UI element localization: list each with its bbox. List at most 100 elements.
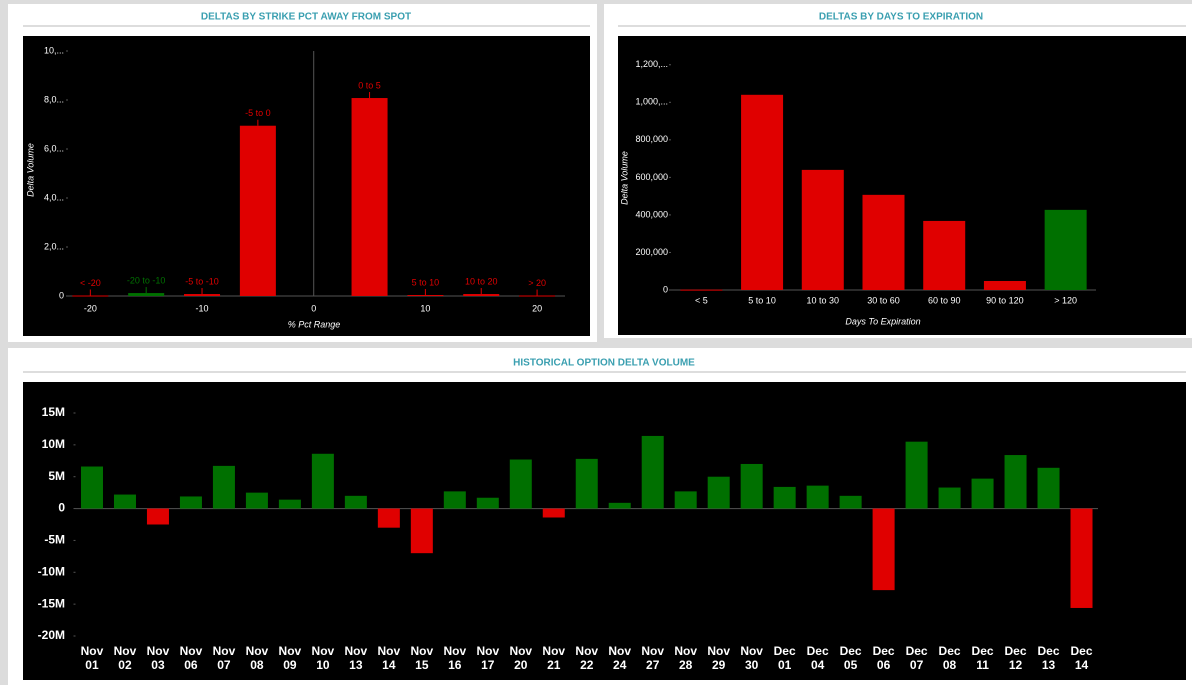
x-tick-label: 90 to 120 [986, 295, 1024, 305]
x-tick-label: Nov 03 [146, 644, 170, 672]
bar-annotation: 10 to 20 [465, 276, 498, 286]
bar [212, 465, 235, 509]
plot-background [23, 36, 590, 336]
bar [1004, 455, 1027, 509]
x-tick-label: -10 [196, 303, 209, 313]
x-tick-label: Nov 08 [245, 644, 269, 672]
bar [184, 294, 221, 296]
x-tick-label: Dec 04 [806, 644, 829, 672]
bar [239, 125, 276, 296]
bar [519, 295, 556, 297]
panel-title: DELTAS BY STRIKE PCT AWAY FROM SPOT [201, 12, 411, 23]
bar-annotation: -5 to 0 [245, 108, 271, 118]
bar [476, 497, 499, 509]
x-tick-label: Dec 11 [971, 644, 994, 672]
bar-annotation: -20 to -10 [127, 275, 166, 285]
bar [872, 508, 895, 591]
y-tick-label: 10,... [44, 45, 64, 55]
bar [113, 494, 136, 509]
x-tick-label: Nov 30 [740, 644, 763, 672]
bar [806, 485, 829, 509]
x-tick-label: Nov 16 [443, 644, 467, 672]
bar [377, 508, 400, 528]
y-tick-label: 1,000,... [635, 97, 668, 107]
bar [641, 435, 664, 509]
x-tick-label: Nov 07 [212, 644, 236, 672]
y-tick-label: 800,000 [635, 134, 668, 144]
x-tick-label: Dec 07 [905, 644, 928, 672]
x-tick-label: 30 to 60 [867, 295, 900, 305]
bar [1070, 508, 1093, 608]
x-tick-label: Nov 02 [113, 644, 137, 672]
x-tick-label: > 120 [1054, 295, 1077, 305]
x-tick-label: Dec 01 [773, 644, 796, 672]
x-tick-label: Dec 05 [839, 644, 862, 672]
bar-annotation: 5 to 10 [412, 277, 440, 287]
bar [905, 441, 928, 509]
bar [407, 295, 444, 297]
bar-annotation: -5 to -10 [185, 276, 219, 286]
y-axis-label: Delta Volume [619, 151, 629, 205]
bar [542, 508, 565, 518]
y-tick-label: 10M [42, 437, 65, 451]
x-tick-label: 60 to 90 [928, 295, 961, 305]
bar [245, 492, 268, 509]
y-tick-label: 1,200,... [635, 59, 668, 69]
y-tick-label: 5M [48, 469, 65, 483]
y-tick-label: 15M [42, 405, 65, 419]
y-tick-label: 0 [58, 501, 65, 515]
bar [509, 459, 532, 509]
y-tick-label: 600,000 [635, 172, 668, 182]
y-tick-label: -15M [38, 596, 65, 610]
bar [179, 496, 202, 509]
plot-background [23, 382, 1186, 680]
x-tick-label: Nov 21 [542, 644, 566, 672]
x-tick-label: Nov 14 [377, 644, 401, 672]
bar [1037, 467, 1060, 509]
bar-annotation: < -20 [80, 278, 101, 288]
bar [278, 499, 301, 509]
y-tick-label: -20M [38, 628, 65, 642]
bar [801, 169, 844, 290]
bar [72, 295, 109, 297]
x-tick-label: 5 to 10 [748, 295, 776, 305]
bar-annotation: 0 to 5 [358, 80, 381, 90]
x-tick-label: Nov 22 [575, 644, 599, 672]
bar [674, 491, 697, 509]
y-tick-label: 200,000 [635, 247, 668, 257]
x-axis-label: Days To Expiration [845, 316, 920, 326]
x-tick-label: Dec 06 [872, 644, 895, 672]
bar [311, 453, 334, 509]
y-tick-label: -5M [44, 533, 65, 547]
x-tick-label: Nov 01 [80, 644, 104, 672]
x-tick-label: 0 [311, 303, 316, 313]
y-tick-label: 0 [59, 290, 64, 300]
bar [608, 502, 631, 509]
bar [128, 293, 165, 296]
x-tick-label: 10 to 30 [807, 295, 840, 305]
panel-title: DELTAS BY DAYS TO EXPIRATION [819, 12, 983, 23]
bar [839, 495, 862, 509]
bar [707, 476, 730, 509]
bar [740, 463, 763, 509]
x-tick-label: Nov 29 [707, 644, 730, 672]
bar [923, 220, 966, 290]
bar [741, 94, 784, 290]
x-axis-label: % Pct Range [288, 319, 341, 329]
y-axis-label: Delta Volume [25, 143, 35, 197]
bar [938, 487, 961, 509]
bar [680, 289, 723, 291]
y-tick-label: 4,0... [44, 192, 64, 202]
x-tick-label: Nov 24 [608, 644, 632, 672]
bar [773, 486, 796, 509]
bar [575, 458, 598, 509]
y-tick-label: 8,0... [44, 94, 64, 104]
x-tick-label: Nov 10 [311, 644, 335, 672]
bar [443, 491, 466, 509]
x-tick-label: Dec 12 [1004, 644, 1027, 672]
y-tick-label: 400,000 [635, 209, 668, 219]
x-tick-label: 10 [420, 303, 430, 313]
bar [1044, 209, 1087, 290]
x-tick-label: Dec 13 [1037, 644, 1060, 672]
